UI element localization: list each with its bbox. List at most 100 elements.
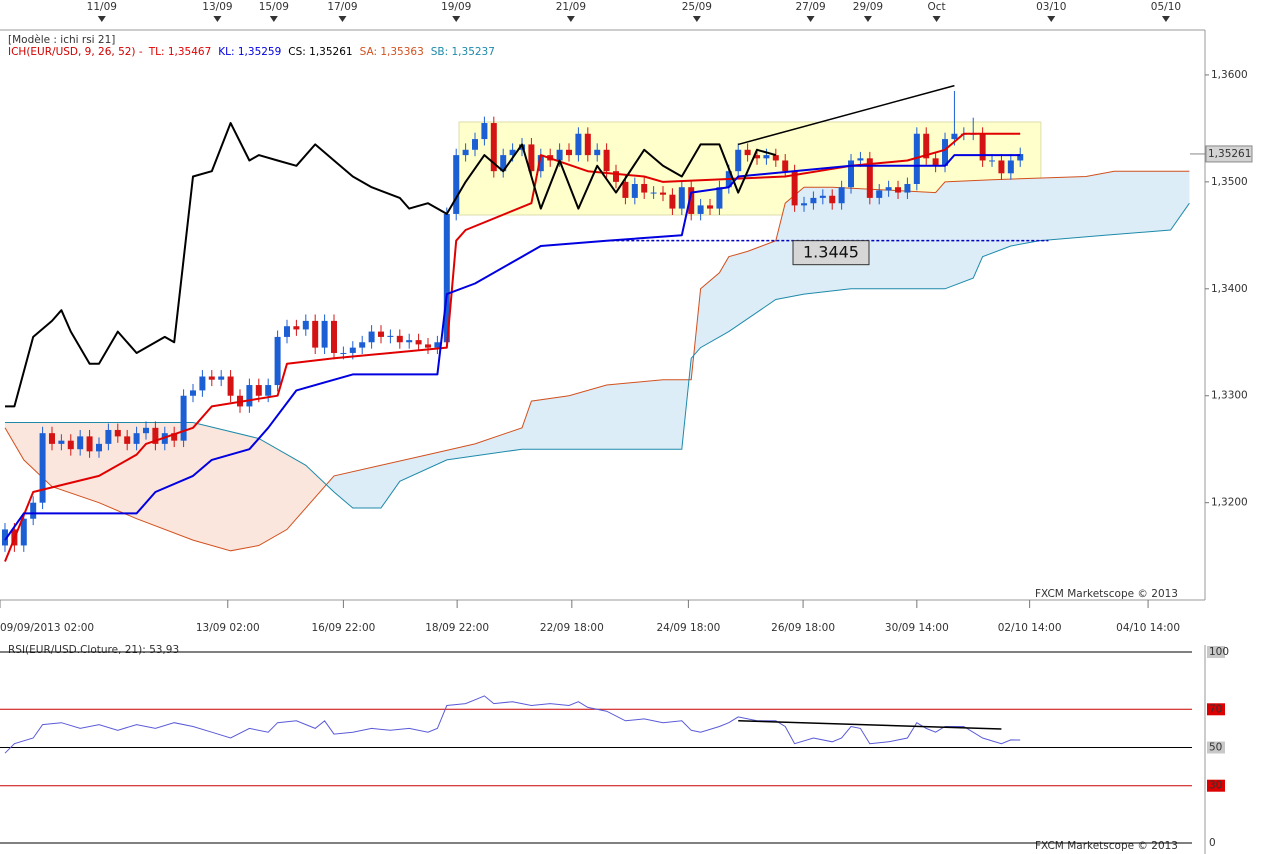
candle-body (453, 155, 460, 214)
level-label-box (792, 240, 870, 266)
candle-body (951, 133, 958, 140)
candle-body (913, 133, 920, 184)
top-date-marker (452, 16, 461, 22)
candle-body (490, 123, 497, 172)
top-date-marker (1047, 16, 1056, 22)
candle-body (20, 518, 27, 546)
candle-body (30, 502, 37, 519)
candle-body (688, 187, 695, 214)
candle-body (1007, 160, 1014, 174)
candle-body (650, 192, 657, 194)
candle-body (227, 376, 234, 396)
template-label: [Modèle : ichi rsi 21] (8, 34, 115, 46)
legend-entry: KL: 1,35259 (218, 46, 281, 58)
candle-body (697, 205, 704, 214)
legend-entry: SA: 1,35363 (360, 46, 424, 58)
x-tick-label: 24/09 18:00 (656, 622, 720, 634)
candle-body (133, 433, 140, 444)
top-date-marker (806, 16, 815, 22)
candle-body (678, 187, 685, 209)
candle-body (904, 183, 911, 193)
candle-body (838, 187, 845, 204)
candle-body (142, 427, 149, 434)
candle-body (819, 195, 826, 198)
last-price-label: 1,35261 (1208, 148, 1251, 160)
senkou-line (5, 202, 1190, 509)
candle-body (105, 429, 112, 444)
candle-body (472, 139, 479, 150)
x-tick-label: 22/09 18:00 (540, 622, 604, 634)
candle-body (848, 160, 855, 188)
ichimoku-line (4, 154, 1021, 541)
candle-body (594, 149, 601, 156)
x-tick-label: 02/10 14:00 (998, 622, 1062, 634)
candle-body (622, 181, 629, 198)
candle-body (265, 385, 272, 396)
rsi-tick-box (1207, 837, 1225, 849)
cloud-bullish (326, 171, 1190, 508)
candle-body (330, 320, 337, 353)
candle-body (979, 133, 986, 161)
candle-body (801, 203, 808, 206)
x-tick-label: 16/09 22:00 (311, 622, 375, 634)
candle-body (631, 183, 638, 198)
candle-body (58, 440, 65, 444)
top-date-marker (213, 16, 222, 22)
legend-entry: TL: 1,35467 (148, 46, 212, 58)
candle-body (406, 340, 413, 343)
x-tick-label: 04/10 14:00 (1116, 622, 1180, 634)
candle-body (923, 133, 930, 159)
candle-body (48, 433, 55, 444)
y-tick-label: 1,3300 (1211, 390, 1248, 402)
rsi-tick-box (1207, 779, 1225, 792)
candle-body (302, 320, 309, 330)
candle-body (434, 342, 441, 348)
candle-body (359, 342, 366, 348)
top-date-label: 19/09 (441, 1, 471, 13)
candle-body (500, 155, 507, 172)
top-date-label: 03/10 (1036, 1, 1066, 13)
candle-body (782, 160, 789, 172)
watermark: FXCM Marketscope © 2013 (1035, 588, 1178, 600)
top-date-marker (1161, 16, 1170, 22)
candle-body (566, 149, 573, 156)
candle-body (67, 440, 74, 450)
candle-body (895, 187, 902, 193)
candle-body (171, 433, 178, 441)
x-tick-label: 13/09 02:00 (196, 622, 260, 634)
candle-body (810, 197, 817, 204)
candle-body (152, 427, 159, 444)
candle-body (218, 376, 225, 380)
candle-body (425, 344, 432, 348)
x-tick-label: 09/09/2013 02:00 (0, 622, 94, 634)
candle-body (537, 155, 544, 172)
rsi-tick-box (1207, 703, 1225, 716)
candle-body (641, 183, 648, 193)
top-date-marker (863, 16, 872, 22)
candle-body (462, 149, 469, 156)
x-tick-label: 30/09 14:00 (885, 622, 949, 634)
candle-body (669, 194, 676, 209)
rsi-tick-label: 0 (1209, 837, 1216, 849)
indicator-legend: ICH(EUR/USD, 9, 26, 52) - TL: 1,35467 KL: … (8, 46, 495, 58)
ichimoku-line (5, 122, 777, 408)
candle-body (199, 376, 206, 391)
candle-body (707, 205, 714, 209)
top-date-label: 17/09 (327, 1, 357, 13)
candle-body (124, 436, 131, 444)
rsi-tick-label: 30 (1209, 780, 1222, 792)
indicator-label: ICH(EUR/USD, 9, 26, 52) - (8, 46, 143, 58)
watermark: FXCM Marketscope © 2013 (1035, 840, 1178, 852)
candle-body (95, 443, 102, 452)
rsi-tick-box (1207, 741, 1225, 754)
candle-body (246, 385, 253, 407)
candle-body (660, 192, 667, 195)
candle-body (189, 390, 196, 396)
rsi-tick-label: 70 (1209, 703, 1222, 715)
candle-body (340, 352, 347, 354)
candle-body (763, 155, 770, 159)
candle-body (932, 158, 939, 166)
rsi-tick-label: 50 (1209, 742, 1222, 754)
candle-body (509, 149, 516, 156)
